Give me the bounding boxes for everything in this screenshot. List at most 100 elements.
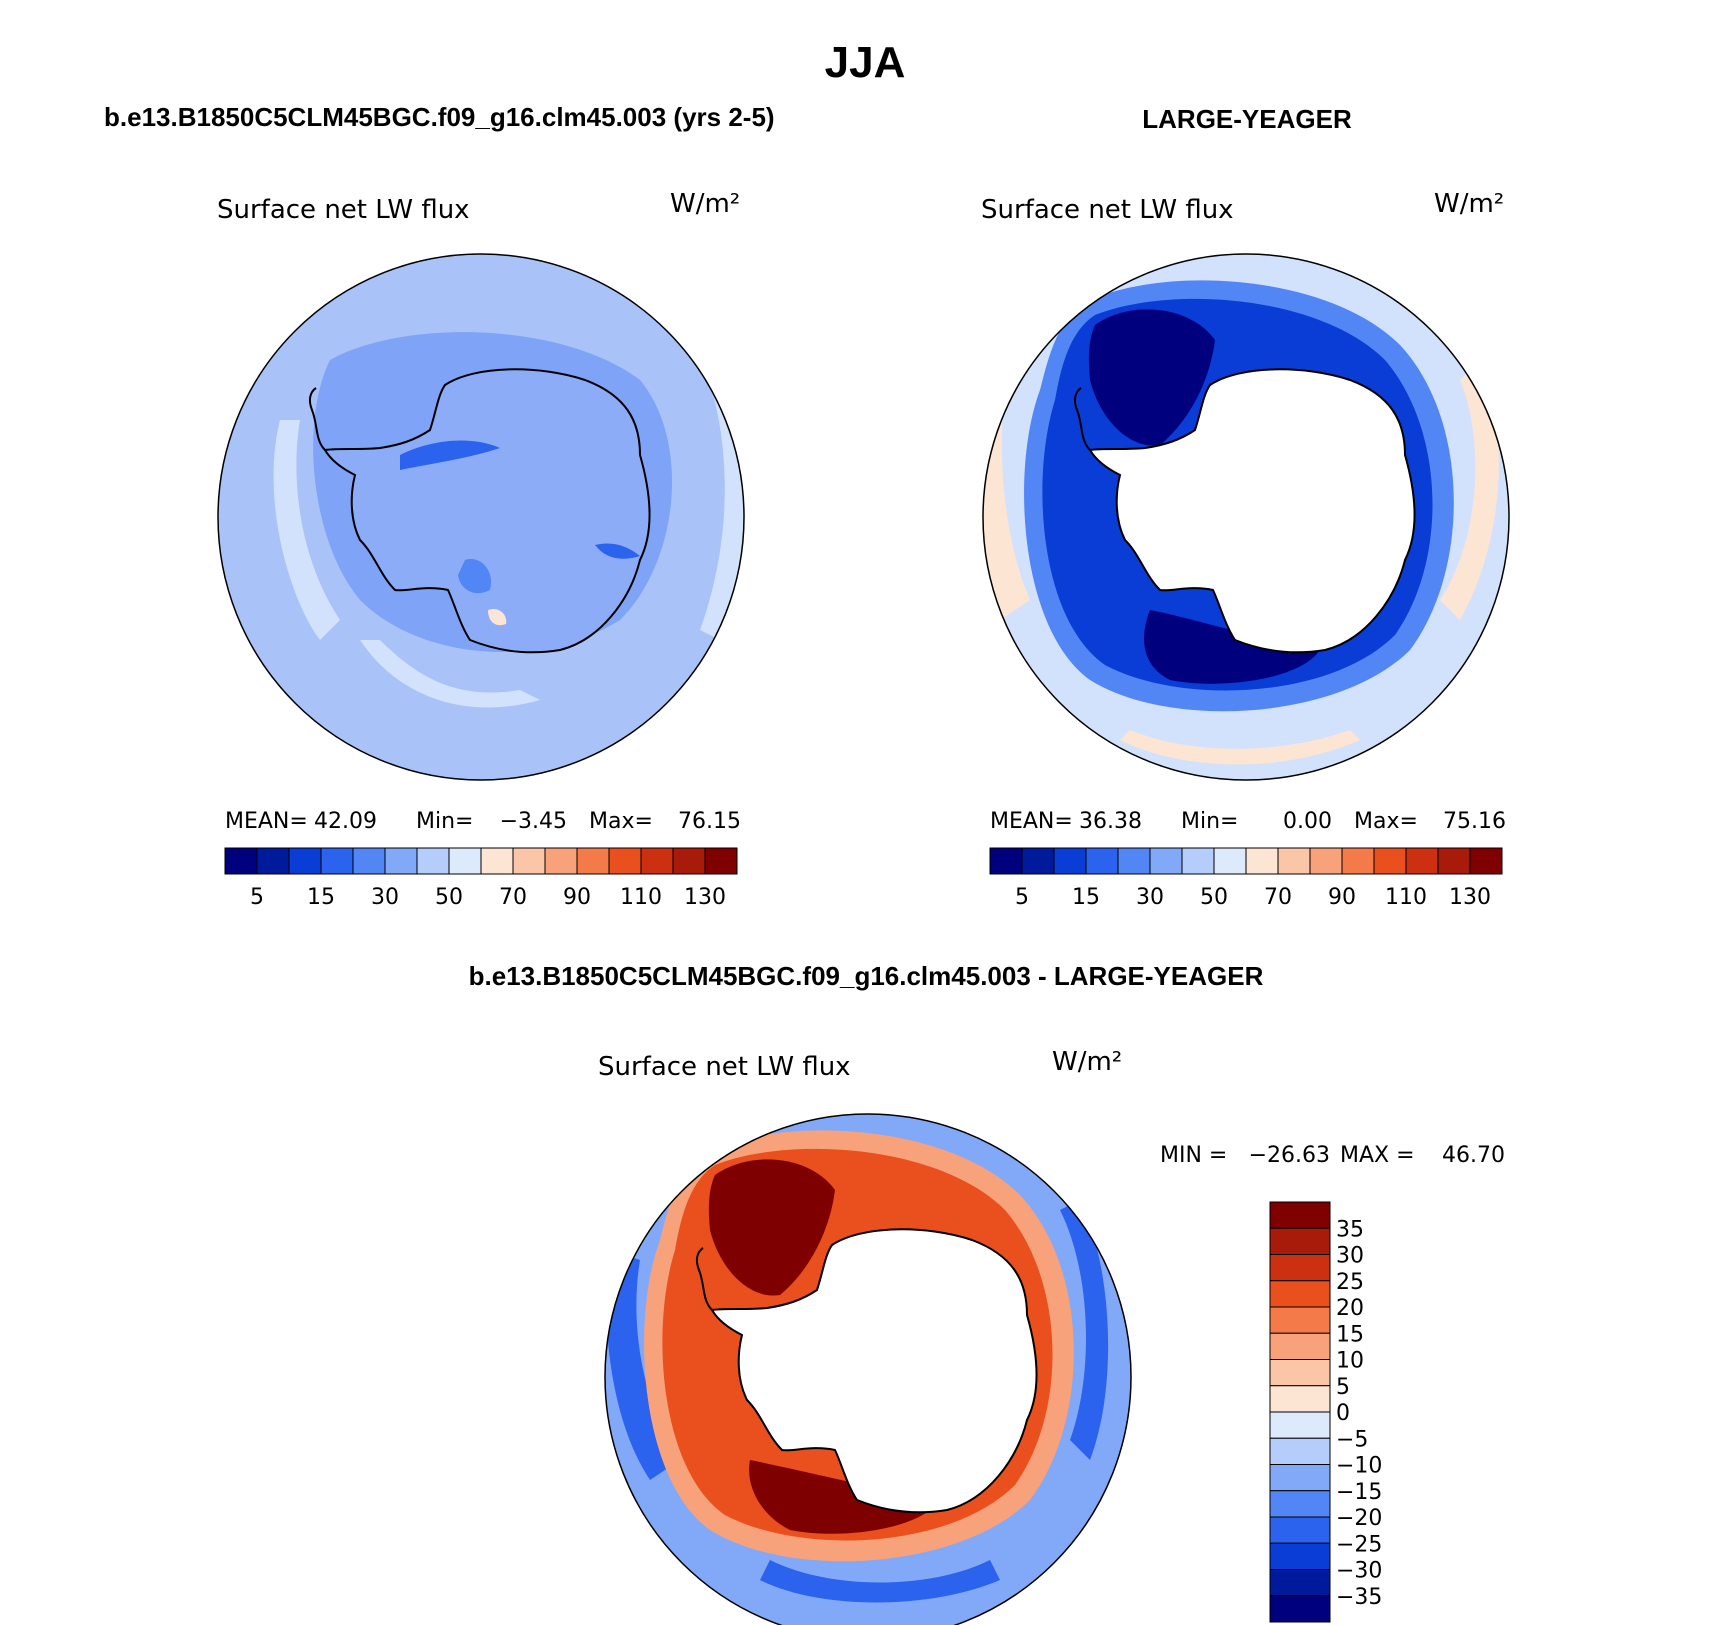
panel-1-peninsula (308, 387, 326, 451)
panel-1-stats: MEAN= 42.09 Min= −3.45 Max= 76.15 (225, 809, 741, 834)
colorbar-tick-label: 5 (250, 885, 264, 910)
panel-2-warm-band-south (1120, 730, 1360, 765)
colorbar-tick-label: −25 (1336, 1532, 1382, 1557)
colorbar-swatch (1269, 1490, 1331, 1518)
colorbar-swatch (1437, 847, 1471, 875)
colorbar-tick-label: 5 (1336, 1375, 1350, 1400)
panel-3-max-patch-north (708, 1159, 835, 1296)
panel-1-mean-value: 42.09 (314, 809, 377, 834)
colorbar-tick-label: 20 (1336, 1296, 1364, 1321)
colorbar-tick-label: 70 (499, 885, 527, 910)
panel-3-map (605, 1114, 1131, 1625)
colorbar-swatch (1269, 1306, 1331, 1334)
panel-1-mean-label: MEAN= (225, 809, 308, 834)
panel-2-max-patch-north (1088, 309, 1215, 446)
panel-1-ross-patch (458, 559, 491, 594)
colorbar-swatch (1021, 847, 1055, 875)
panel-1-dark-streak-1 (400, 440, 500, 470)
colorbar-swatch (1269, 1516, 1331, 1544)
colorbar-swatch (1269, 1201, 1331, 1229)
colorbar-swatch (1245, 847, 1279, 875)
panel-2-mean-value: 36.38 (1079, 809, 1142, 834)
colorbar-swatch (544, 847, 578, 875)
colorbar-swatch (224, 847, 258, 875)
colorbar-tick-label: 35 (1336, 1217, 1364, 1242)
colorbar-swatch (608, 847, 642, 875)
panel-3-peninsula (695, 1247, 713, 1311)
panel-2-min-label: Min= (1181, 809, 1238, 834)
panel-1-colorbar: 5 15 30 50 70 90 110 130 (224, 847, 738, 910)
colorbar-swatch (1373, 847, 1407, 875)
panel-1-max-value: 76.15 (678, 809, 741, 834)
colorbar-tick-label: 15 (1072, 885, 1100, 910)
colorbar-tick-label: −15 (1336, 1480, 1382, 1505)
colorbar-tick-label: 30 (371, 885, 399, 910)
colorbar-tick-label: 25 (1336, 1270, 1364, 1295)
colorbar-swatch (352, 847, 386, 875)
panel-1-map-border (217, 253, 745, 781)
panel-3-max-label: MAX = (1340, 1143, 1415, 1168)
colorbar-swatch (480, 847, 514, 875)
colorbar-tick-label: 70 (1264, 885, 1292, 910)
colorbar-swatch (1053, 847, 1087, 875)
panel-1-heading: b.e13.B1850C5CLM45BGC.f09_g16.clm45.003 … (104, 102, 775, 132)
colorbar-tick-label: 110 (620, 885, 662, 910)
panel-3-blue-patch-south (760, 1560, 1000, 1603)
panel-1-antarctica (323, 368, 651, 654)
panel-1-units: W/m² (670, 189, 740, 219)
panel-2-units: W/m² (1434, 189, 1504, 219)
panel-2-variable-title: Surface net LW flux (981, 195, 1234, 225)
colorbar-swatch (320, 847, 354, 875)
colorbar-tick-label: 15 (1336, 1322, 1364, 1347)
colorbar-swatch (1269, 1385, 1331, 1413)
panel-1-warm-patch (488, 608, 507, 626)
panel-1-dark-streak-2 (595, 543, 640, 559)
panel-3-min-label: MIN = (1160, 1143, 1227, 1168)
colorbar-swatch (704, 847, 738, 875)
colorbar-tick-label: 90 (563, 885, 591, 910)
panel-2-mean-label: MEAN= (990, 809, 1073, 834)
colorbar-tick-label: −30 (1336, 1559, 1382, 1584)
colorbar-tick-label: 110 (1385, 885, 1427, 910)
colorbar-swatch (1269, 1254, 1331, 1282)
colorbar-swatch (1469, 847, 1503, 875)
colorbar-swatch (1213, 847, 1247, 875)
panel-1-light-band-west (273, 420, 340, 640)
colorbar-swatch (989, 847, 1023, 875)
colorbar-swatch (1405, 847, 1439, 875)
panel-3-units: W/m² (1052, 1047, 1122, 1077)
colorbar-swatch (1341, 847, 1375, 875)
colorbar-tick-label: −10 (1336, 1454, 1382, 1479)
colorbar-swatch (384, 847, 418, 875)
panel-3-map-border (604, 1113, 1132, 1625)
colorbar-swatch (512, 847, 546, 875)
panel-2-max-value: 75.16 (1443, 809, 1506, 834)
colorbar-tick-label: −20 (1336, 1506, 1382, 1531)
panel-3-antarctica (710, 1228, 1038, 1514)
colorbar-tick-label: 0 (1336, 1401, 1350, 1426)
panel-1-min-label: Min= (416, 809, 473, 834)
colorbar-swatch (576, 847, 610, 875)
colorbar-swatch (1269, 1280, 1331, 1308)
colorbar-swatch (1309, 847, 1343, 875)
colorbar-swatch (416, 847, 450, 875)
panel-1-light-patch-south (360, 640, 540, 708)
colorbar-swatch (288, 847, 322, 875)
panel-1-map (218, 254, 744, 780)
colorbar-swatch (1269, 1464, 1331, 1492)
panel-2-map-border (982, 253, 1510, 781)
panel-1-max-label: Max= (589, 809, 653, 834)
panel-2-peninsula (1073, 387, 1091, 451)
panel-2-colorbar: 5 15 30 50 70 90 110 130 (989, 847, 1503, 910)
colorbar-swatch (1269, 1569, 1331, 1597)
colorbar-swatch (1269, 1411, 1331, 1439)
panel-3-max-patch-south (749, 1460, 940, 1534)
colorbar-tick-label: 130 (684, 885, 726, 910)
colorbar-swatch (1277, 847, 1311, 875)
colorbar-swatch (1269, 1437, 1331, 1465)
panel-1-min-value: −3.45 (500, 809, 567, 834)
colorbar-swatch (1269, 1227, 1331, 1255)
colorbar-swatch (1149, 847, 1183, 875)
panel-2-warm-band-east (1440, 360, 1499, 620)
